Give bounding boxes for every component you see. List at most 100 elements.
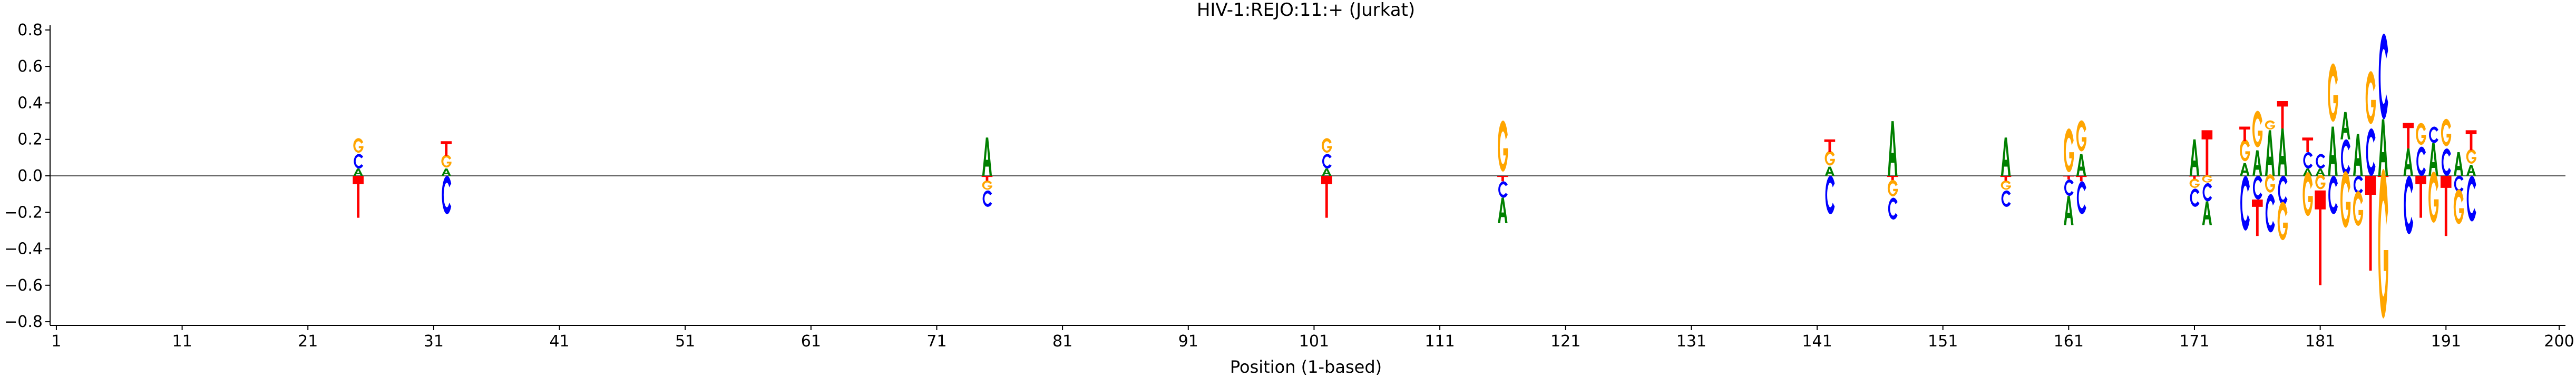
logo-letter-C (354, 154, 364, 169)
logo-letter-T (2315, 190, 2326, 285)
logo-letter-A (2328, 126, 2338, 176)
logo-letter-G (2416, 123, 2426, 145)
logo-letter-A (2353, 134, 2363, 176)
logo-letter-T (1497, 176, 1508, 182)
x-tick-label: 191 (2431, 332, 2461, 351)
y-tick-label: −0.8 (4, 313, 43, 331)
logo-letter-G (2265, 120, 2276, 130)
logo-letter-G (2315, 174, 2326, 190)
logo-letter-C (2064, 179, 2074, 196)
logo-letter-G (1321, 138, 1332, 153)
logo-letter-A (2189, 139, 2200, 176)
logo-letter-G (1824, 151, 1835, 166)
logo-letter-C (1825, 176, 1835, 214)
logo-letter-G (1498, 120, 1508, 172)
logo-letter-C (2278, 176, 2288, 205)
logo-letter-A (1322, 168, 1332, 176)
x-tick-label: 31 (424, 332, 444, 351)
logo-letter-C (1888, 197, 1898, 220)
logo-letter-A (2340, 112, 2350, 140)
logo-letter-A (2428, 143, 2438, 176)
logo-glyphs (353, 33, 2477, 319)
logo-letter-A (353, 168, 363, 176)
logo-letter-A (2076, 154, 2086, 176)
logo-letter-C (2265, 194, 2275, 233)
x-tick-label: 61 (801, 332, 821, 351)
x-tick-label: 51 (675, 332, 695, 351)
x-tick-label: 161 (2054, 332, 2084, 351)
logo-letter-C (2303, 152, 2313, 169)
logo-letter-G (2189, 178, 2200, 188)
logo-letter-C (2378, 33, 2388, 120)
logo-letter-G (2063, 128, 2074, 173)
logo-letter-T (2302, 137, 2314, 152)
x-tick-label: 141 (1802, 332, 1832, 351)
logo-letter-G (353, 138, 364, 153)
logo-letter-G (2378, 168, 2388, 319)
logo-letter-C (2001, 190, 2011, 207)
x-tick-label: 181 (2305, 332, 2335, 351)
logo-letter-A (1887, 121, 1898, 176)
y-tick-label: −0.4 (4, 240, 43, 258)
logo-letter-A (441, 168, 451, 176)
x-tick-label: 131 (1676, 332, 1706, 351)
logo-letter-C (442, 176, 452, 214)
logo-letter-A (2403, 148, 2413, 176)
logo-letter-T (2000, 176, 2012, 182)
logo-letter-C (2353, 176, 2363, 194)
logo-letter-G (1887, 180, 1898, 196)
logo-letter-G (441, 154, 452, 168)
logo-letter-C (2316, 154, 2326, 169)
logo-letter-G (2441, 118, 2452, 146)
axes: 1 11 21 31 41 51 61 71 81 91 101 111 121 131 141 151 161… (4, 21, 2574, 351)
logo-letter-C (2328, 176, 2338, 214)
logo-letter-A (2240, 163, 2250, 176)
y-tick-label: 0.2 (17, 131, 43, 149)
logo-letter-G (2001, 180, 2011, 190)
logo-letter-G (2340, 171, 2351, 228)
logo-letter-A (1824, 166, 1835, 176)
logo-letter-A (2466, 165, 2476, 176)
x-tick-label: 151 (1928, 332, 1958, 351)
y-tick-label: −0.2 (4, 203, 43, 222)
logo-letter-T (981, 176, 993, 182)
logo-letter-G (2277, 202, 2288, 241)
logo-letter-T (2239, 126, 2250, 142)
logo-letter-G (2202, 175, 2212, 183)
logo-letter-T (441, 141, 452, 156)
logo-letter-G (2240, 139, 2250, 162)
logo-letter-T (2465, 130, 2477, 151)
logo-letter-C (2429, 126, 2438, 143)
logo-letter-A (2265, 130, 2275, 176)
x-axis-label: Position (1-based) (1230, 357, 1382, 377)
logo-letter-G (2252, 111, 2263, 147)
logo-letter-A (982, 137, 992, 176)
logo-letter-T (1824, 139, 1836, 152)
logo-letter-T (1321, 176, 1332, 218)
x-tick-label: 71 (926, 332, 947, 351)
logo-letter-C (2190, 188, 2200, 207)
logo-letter-G (2328, 63, 2338, 122)
y-tick-label: 0.4 (17, 94, 43, 112)
logo-letter-A (2453, 152, 2464, 176)
y-tick-label: 0.8 (17, 21, 43, 39)
logo-letter-A (2378, 119, 2388, 176)
logo-letter-C (982, 190, 992, 207)
logo-letter-T (353, 176, 364, 218)
logo-letter-A (2252, 150, 2262, 176)
x-tick-label: 171 (2179, 332, 2209, 351)
logo-letter-T (2403, 123, 2414, 149)
logo-letter-G (2365, 71, 2376, 124)
x-tick-label: 200 (2544, 332, 2574, 351)
x-tick-label: 11 (172, 332, 192, 351)
x-tick-label: 121 (1550, 332, 1580, 351)
logo-letter-A (1498, 197, 1508, 224)
x-tick-label: 111 (1424, 332, 1455, 351)
x-tick-label: 21 (298, 332, 318, 351)
logo-letter-T (2063, 176, 2074, 180)
x-tick-label: 1 (51, 332, 61, 351)
logo-letter-C (2202, 183, 2212, 202)
logo-letter-A (2202, 201, 2212, 225)
logo-letter-T (2415, 176, 2426, 218)
